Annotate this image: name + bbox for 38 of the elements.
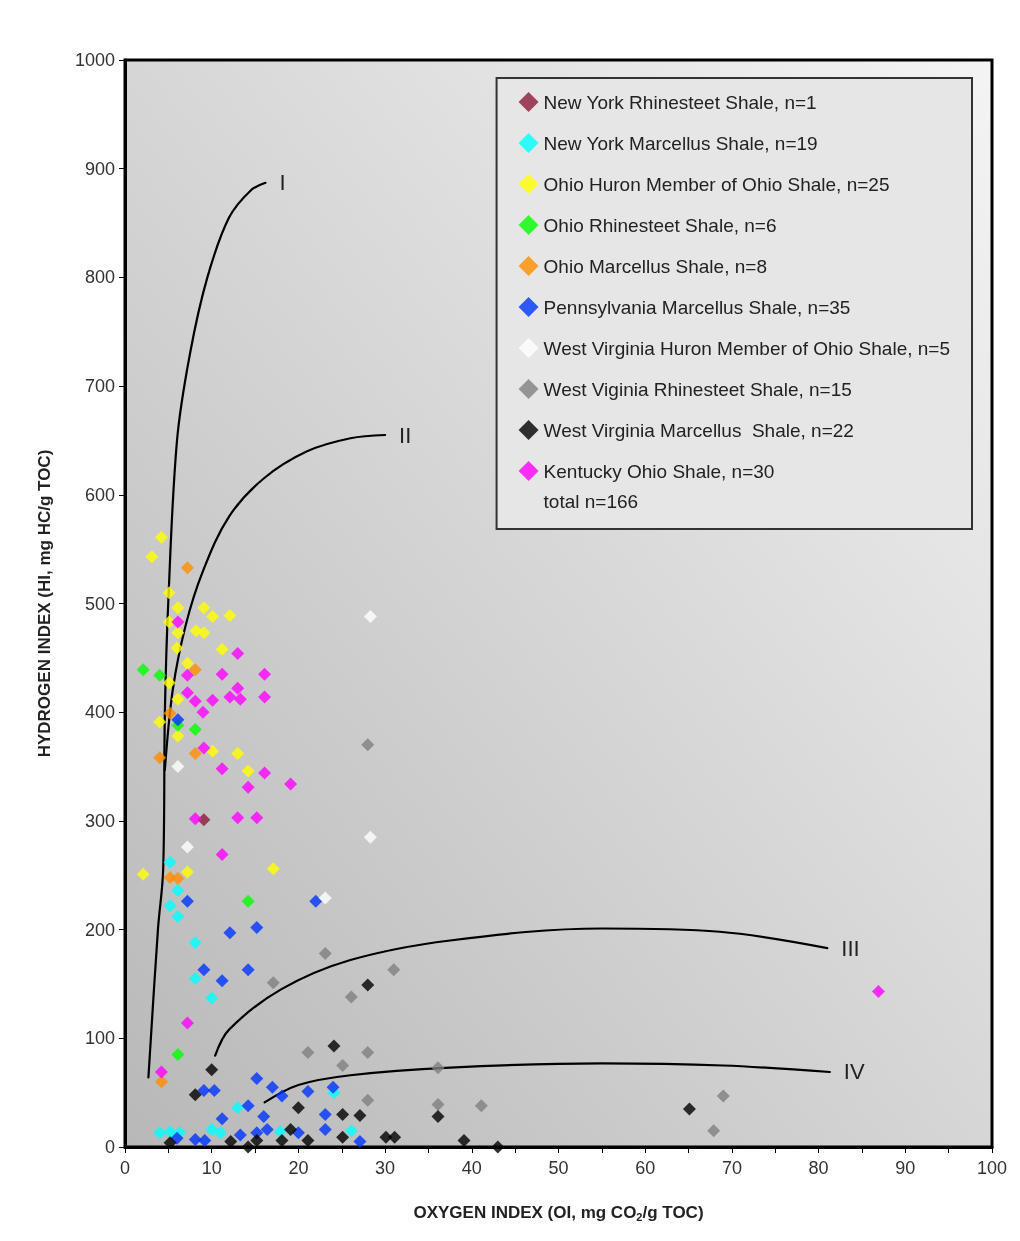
annotation: II [399, 422, 412, 448]
y-tick-label: 100 [84, 1028, 115, 1049]
legend-label: West Virginia Huron Member of Ohio Shale, n=5 [543, 337, 950, 359]
y-tick-label: 600 [84, 484, 115, 505]
y-tick-label: 1000 [74, 50, 115, 70]
x-tick-label: 50 [548, 1158, 569, 1178]
x-tick-label: 100 [976, 1158, 1008, 1178]
legend-label: Ohio Marcellus Shale, n=8 [543, 255, 767, 277]
legend-label: West Virginia Marcellus Shale, n=22 [543, 419, 854, 441]
legend-label: Ohio Rhinesteet Shale, n=6 [543, 214, 777, 236]
x-tick-label: 40 [461, 1158, 482, 1178]
x-tick-label: 30 [375, 1158, 396, 1178]
annotation: total n=166 [543, 491, 639, 512]
x-tick-label: 80 [808, 1158, 829, 1178]
y-tick-label: 700 [84, 376, 115, 397]
y-tick-label: 0 [104, 1137, 115, 1157]
legend-label: Kentucky Ohio Shale, n=30 [543, 460, 775, 482]
annotation: I [279, 170, 286, 196]
y-tick-label: 300 [84, 810, 115, 831]
y-tick-label: 200 [84, 919, 115, 940]
x-tick-label: 70 [721, 1158, 742, 1178]
y-tick-label: 800 [84, 267, 115, 288]
x-tick-label: 10 [201, 1158, 222, 1178]
y-tick-label: 900 [84, 158, 115, 179]
legend-label: New York Marcellus Shale, n=19 [543, 132, 818, 154]
legend-label: Ohio Huron Member of Ohio Shale, n=25 [543, 173, 890, 195]
y-tick-label: 500 [84, 593, 115, 614]
x-tick-label: 60 [635, 1158, 656, 1178]
x-tick-label: 90 [895, 1158, 916, 1178]
x-tick-label: 0 [119, 1158, 131, 1178]
legend-label: New York Rhinesteet Shale, n=1 [543, 91, 817, 113]
legend-label: Pennsylvania Marcellus Shale, n=35 [543, 296, 851, 318]
annotation: III [841, 935, 860, 961]
y-axis-title: HYDROGEN INDEX (HI, mg HC/g TOC) [35, 449, 54, 758]
y-tick-label: 400 [84, 702, 115, 723]
x-tick-label: 20 [288, 1158, 309, 1178]
legend-label: West Viginia Rhinesteet Shale, n=15 [543, 378, 852, 400]
annotation: IV [843, 1059, 865, 1085]
